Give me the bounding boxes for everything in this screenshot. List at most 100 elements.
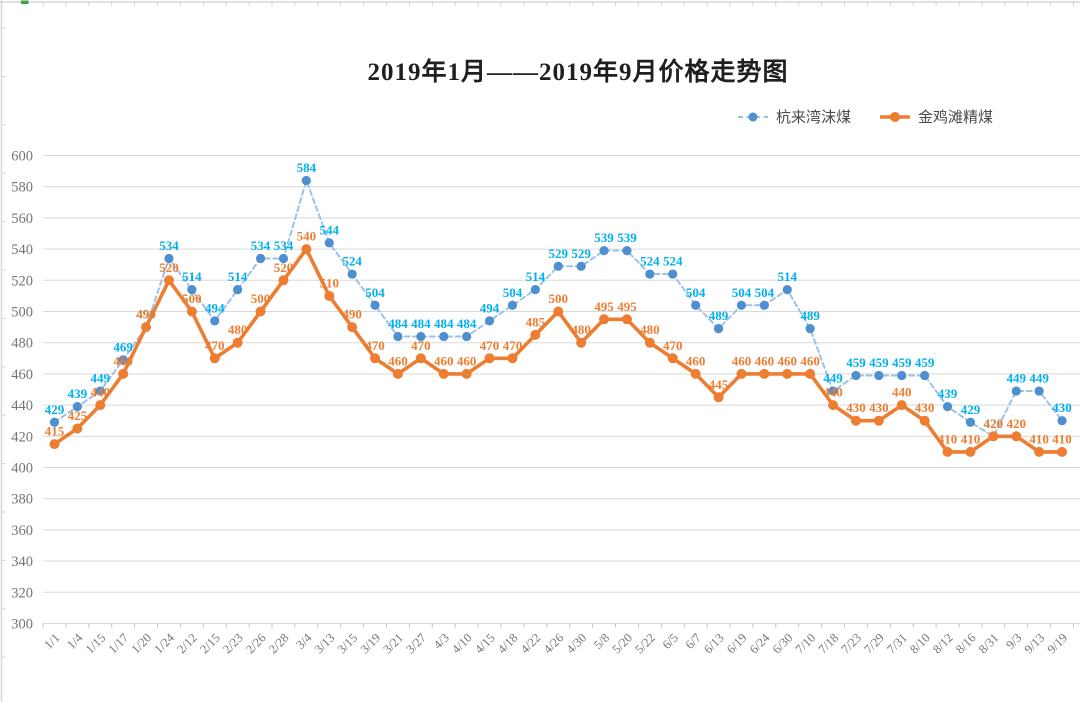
data-point-marker[interactable] (919, 415, 930, 426)
data-point-marker[interactable] (874, 370, 884, 381)
data-point-marker[interactable] (828, 400, 839, 411)
data-point-marker[interactable] (850, 415, 861, 426)
data-point-marker[interactable] (553, 306, 564, 317)
data-point-marker[interactable] (72, 402, 82, 412)
svg-text:510: 510 (320, 275, 340, 290)
data-point-marker[interactable] (736, 300, 747, 310)
data-point-marker[interactable] (621, 314, 632, 325)
data-point-marker[interactable] (118, 355, 128, 365)
data-point-marker[interactable] (782, 285, 792, 295)
svg-text:7/23: 7/23 (838, 631, 864, 657)
data-point-marker[interactable] (897, 370, 907, 381)
data-point-marker[interactable] (965, 417, 976, 427)
data-point-marker[interactable] (851, 370, 861, 381)
data-point-marker[interactable] (622, 246, 632, 256)
data-point-marker[interactable] (759, 368, 770, 379)
data-point-marker[interactable] (645, 269, 655, 279)
data-point-marker[interactable] (347, 322, 358, 333)
data-point-marker[interactable] (370, 353, 381, 364)
legend-item-jinjitan[interactable]: 金鸡滩精煤 (879, 106, 993, 127)
data-point-marker[interactable] (255, 306, 266, 317)
data-point-marker[interactable] (209, 353, 220, 364)
data-point-marker[interactable] (828, 386, 838, 396)
data-point-marker[interactable] (873, 415, 884, 426)
data-point-marker[interactable] (942, 446, 953, 457)
data-point-marker[interactable] (690, 368, 701, 379)
series-jinjitan[interactable] (49, 244, 1068, 457)
data-point-marker[interactable] (347, 269, 357, 279)
data-point-marker[interactable] (691, 300, 701, 310)
svg-text:6/13: 6/13 (701, 631, 727, 657)
data-point-marker[interactable] (439, 331, 449, 342)
data-point-marker[interactable] (530, 285, 540, 295)
data-point-marker[interactable] (576, 337, 587, 348)
data-point-marker[interactable] (759, 300, 769, 310)
data-point-marker[interactable] (599, 314, 610, 325)
data-point-marker[interactable] (1057, 446, 1068, 457)
data-point-marker[interactable] (507, 300, 518, 310)
data-point-marker[interactable] (187, 285, 197, 295)
svg-text:1/1: 1/1 (41, 631, 62, 652)
data-point-marker[interactable] (805, 324, 815, 334)
data-point-marker[interactable] (49, 417, 60, 427)
data-point-marker[interactable] (72, 423, 83, 434)
data-point-marker[interactable] (233, 285, 243, 295)
data-point-marker[interactable] (644, 337, 655, 348)
data-point-marker[interactable] (1034, 386, 1044, 396)
data-point-marker[interactable] (484, 316, 495, 326)
data-point-marker[interactable] (576, 261, 586, 271)
data-point-marker[interactable] (461, 368, 472, 379)
data-point-marker[interactable] (668, 269, 678, 279)
svg-text:2/15: 2/15 (197, 631, 223, 657)
data-point-marker[interactable] (324, 290, 335, 301)
data-point-marker[interactable] (392, 368, 403, 379)
data-point-marker[interactable] (782, 368, 793, 379)
data-point-marker[interactable] (1057, 416, 1067, 426)
data-point-marker[interactable] (1011, 431, 1022, 442)
data-point-marker[interactable] (462, 331, 472, 342)
data-point-marker[interactable] (988, 431, 999, 442)
data-point-marker[interactable] (713, 324, 724, 334)
data-point-marker[interactable] (438, 368, 449, 379)
data-point-marker[interactable] (186, 306, 197, 317)
data-point-marker[interactable] (255, 253, 266, 264)
data-point-marker[interactable] (278, 253, 289, 264)
data-point-marker[interactable] (232, 337, 243, 348)
data-point-marker[interactable] (530, 329, 541, 340)
svg-text:4/15: 4/15 (472, 631, 498, 657)
legend-item-hanglaiwan[interactable]: 杭来湾沫煤 (737, 106, 851, 127)
data-point-marker[interactable] (484, 353, 495, 364)
data-point-marker[interactable] (553, 261, 563, 271)
data-point-marker[interactable] (141, 322, 152, 333)
data-point-marker[interactable] (713, 392, 724, 403)
data-point-marker[interactable] (667, 353, 678, 364)
data-point-marker[interactable] (1034, 446, 1045, 457)
data-point-marker[interactable] (805, 368, 816, 379)
data-point-marker[interactable] (416, 331, 426, 342)
data-point-marker[interactable] (599, 246, 609, 256)
data-point-marker[interactable] (278, 275, 289, 286)
data-point-marker[interactable] (210, 316, 220, 326)
data-point-marker[interactable] (49, 439, 60, 450)
data-point-marker[interactable] (920, 370, 930, 381)
data-point-marker[interactable] (164, 253, 174, 264)
data-point-marker[interactable] (507, 353, 518, 364)
data-point-marker[interactable] (1011, 386, 1021, 396)
data-point-marker[interactable] (965, 446, 976, 457)
data-point-marker[interactable] (118, 368, 129, 379)
data-point-marker[interactable] (324, 238, 334, 248)
data-point-marker[interactable] (301, 175, 311, 186)
data-point-marker[interactable] (896, 400, 907, 411)
data-point-marker[interactable] (942, 402, 953, 412)
data-point-marker[interactable] (415, 353, 426, 364)
data-point-marker[interactable] (163, 275, 174, 286)
data-point-marker[interactable] (95, 386, 105, 396)
data-point-marker[interactable] (736, 368, 747, 379)
data-point-marker[interactable] (393, 331, 403, 342)
data-point-marker[interactable] (370, 300, 380, 310)
data-point-marker[interactable] (301, 244, 312, 255)
svg-text:3/4: 3/4 (293, 630, 315, 652)
data-point-marker[interactable] (95, 400, 106, 411)
series-hanglaiwan[interactable] (49, 175, 1067, 441)
